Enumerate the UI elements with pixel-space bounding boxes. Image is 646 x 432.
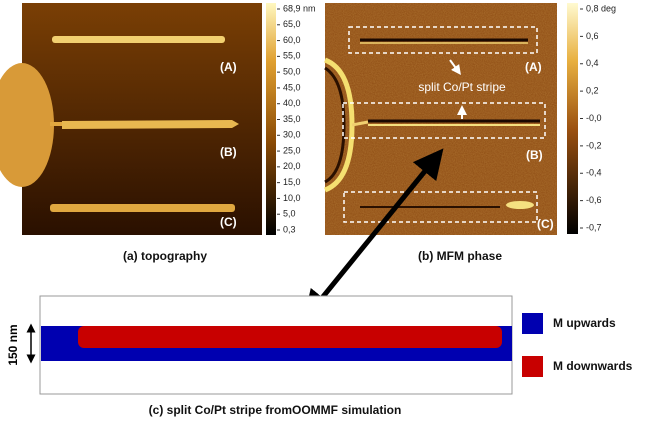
colorbar-label: 50,0: [283, 67, 301, 77]
colorbar-label: -0,0: [586, 113, 602, 123]
stripe-label: (B): [526, 148, 543, 162]
colorbar-label: -0,6: [586, 195, 602, 205]
scale-label: 150 nm: [6, 324, 20, 365]
colorbar-label: 25,0: [283, 145, 301, 155]
colorbar-label: 40,0: [283, 98, 301, 108]
colorbar-label: 45,0: [283, 82, 301, 92]
stripe-label: (A): [525, 60, 542, 74]
figure: (A) (B) (C) 68,9 nm 65,0 60,0 55,0 50,0 45,0 4…: [0, 0, 646, 427]
topography-image: (A) (B) (C): [0, 3, 262, 235]
caption: (b) MFM phase: [418, 249, 502, 263]
colorbar-label: 68,9 nm: [283, 3, 316, 13]
stripe-label: (C): [220, 215, 237, 229]
colorbar-label: 0,2: [586, 86, 599, 96]
colorbar-label: 35,0: [283, 114, 301, 124]
annotation: split Co/Pt stripe: [418, 80, 506, 94]
colorbar-label: 15,0: [283, 177, 301, 187]
colorbar-label: 55,0: [283, 51, 301, 61]
colorbar-label: 0,4: [586, 58, 599, 68]
colorbar-label: -0,2: [586, 140, 602, 150]
colorbar-label: -0,7: [586, 222, 602, 232]
stripe-label: (B): [220, 145, 237, 159]
stripe-label: (C): [537, 217, 554, 231]
legend-label: M downwards: [553, 359, 633, 373]
colorbar-label: 5,0: [283, 209, 296, 219]
colorbar: [266, 3, 276, 235]
caption: (c) split Co/Pt stripe fromOOMMF simulat…: [149, 403, 402, 417]
colorbar-labels: 68,9 nm 65,0 60,0 55,0 50,0 45,0 40,0 35,0 30,0 2…: [277, 3, 316, 234]
legend-swatch: [522, 313, 543, 334]
colorbar-label: -0,4: [586, 168, 602, 178]
colorbar-label: 30,0: [283, 130, 301, 140]
colorbar-label: 0,6: [586, 31, 599, 41]
mfm-image: (A) (B) (C) split Co/Pt stripe: [325, 3, 557, 235]
colorbar-label: 60,0: [283, 35, 301, 45]
colorbar-label: 65,0: [283, 19, 301, 29]
legend-swatch: [522, 356, 543, 377]
legend-label: M upwards: [553, 316, 616, 330]
colorbar-label: 0,3: [283, 224, 296, 234]
simulation-image: 150 nm: [6, 296, 512, 394]
colorbar-label: 0,8 deg: [586, 3, 616, 13]
colorbar-labels: 0,8 deg 0,6 0,4 0,2 -0,0 -0,2 -0,4 -0,6 -0,7: [580, 3, 616, 232]
stripe-label: (A): [220, 60, 237, 74]
colorbar-label: 20,0: [283, 161, 301, 171]
caption: (a) topography: [123, 249, 207, 263]
colorbar-label: 10,0: [283, 193, 301, 203]
colorbar: [567, 3, 578, 234]
